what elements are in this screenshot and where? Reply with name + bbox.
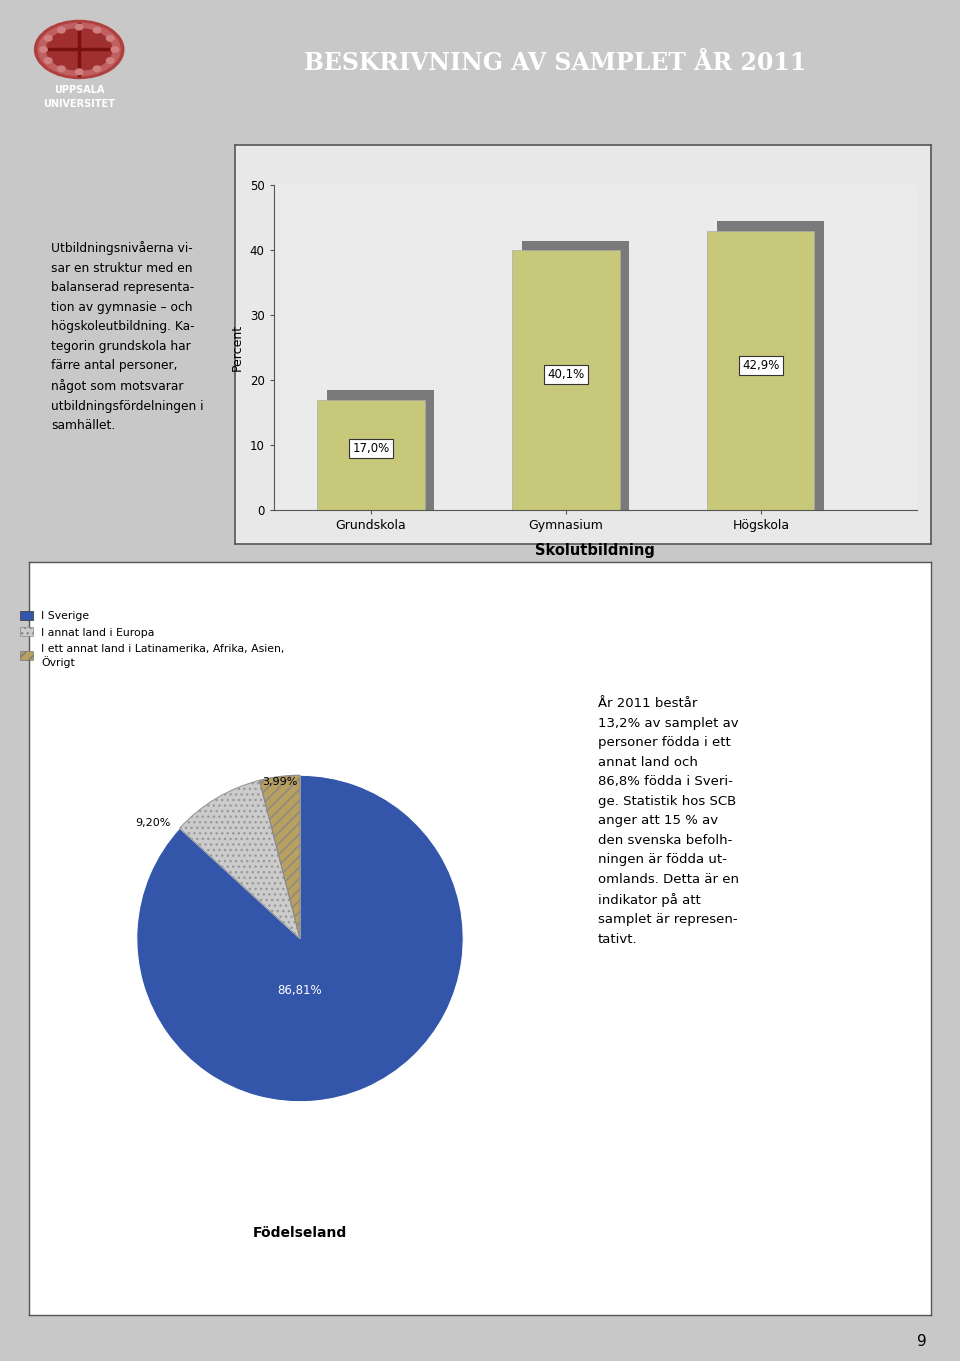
Wedge shape (259, 776, 300, 939)
Ellipse shape (35, 20, 124, 79)
Circle shape (111, 46, 119, 52)
Circle shape (39, 46, 47, 52)
Title: Födelseland: Födelseland (252, 1226, 348, 1240)
Circle shape (93, 27, 101, 33)
Ellipse shape (38, 23, 120, 76)
Text: 9,20%: 9,20% (134, 818, 170, 829)
Text: 42,9%: 42,9% (742, 359, 780, 372)
Text: År 2011 består
13,2% av samplet av
personer födda i ett
annat land och
86,8% föd: År 2011 består 13,2% av samplet av perso… (598, 697, 739, 946)
Legend: I Sverige, I annat land i Europa, I ett annat land i Latinamerika, Afrika, Asien: I Sverige, I annat land i Europa, I ett … (17, 610, 287, 670)
X-axis label: Skolutbildning: Skolutbildning (536, 543, 655, 558)
Text: 9: 9 (917, 1334, 926, 1349)
Circle shape (93, 65, 101, 72)
Circle shape (107, 35, 114, 41)
Wedge shape (180, 780, 300, 939)
Text: 86,81%: 86,81% (277, 984, 323, 998)
Circle shape (58, 27, 65, 33)
Text: 40,1%: 40,1% (547, 369, 585, 381)
Ellipse shape (46, 29, 112, 71)
Bar (717, 220, 825, 510)
Circle shape (58, 65, 65, 72)
Text: 17,0%: 17,0% (352, 442, 390, 455)
Text: UPPSALA
UNIVERSITET: UPPSALA UNIVERSITET (43, 86, 115, 109)
Text: Utbildningsnivåerna vi-
sar en struktur med en
balanserad representa-
tion av gy: Utbildningsnivåerna vi- sar en struktur … (52, 241, 204, 433)
Text: 3,99%: 3,99% (262, 777, 298, 787)
Circle shape (107, 57, 114, 64)
Y-axis label: Percent: Percent (231, 324, 244, 372)
Circle shape (44, 57, 52, 64)
Bar (513, 249, 619, 510)
Text: BESKRIVNING AV SAMPLET ÅR 2011: BESKRIVNING AV SAMPLET ÅR 2011 (303, 50, 806, 75)
Bar (318, 400, 424, 510)
Bar (522, 241, 630, 510)
Circle shape (76, 69, 83, 75)
Bar (708, 231, 814, 510)
Circle shape (76, 24, 83, 30)
Circle shape (44, 35, 52, 41)
Bar (327, 391, 434, 510)
Wedge shape (136, 776, 464, 1102)
